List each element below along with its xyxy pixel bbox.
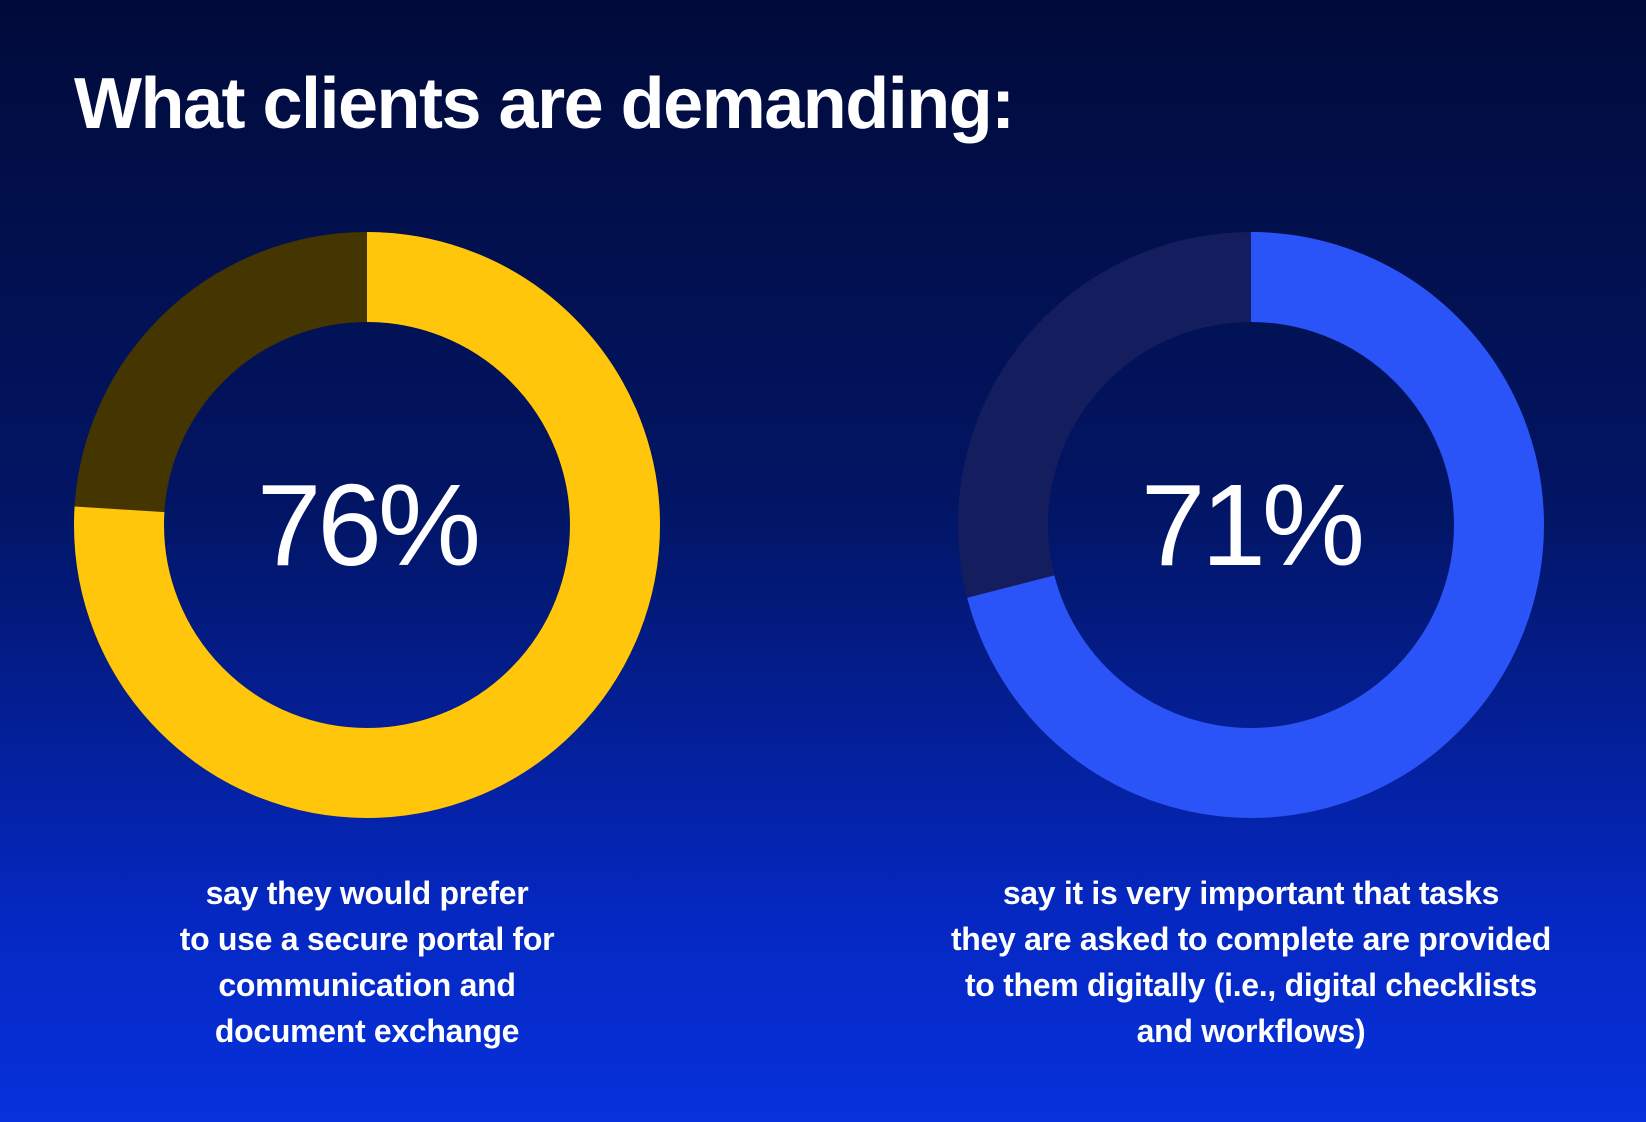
caption-line: to use a secure portal for — [179, 921, 555, 957]
caption-line: they are asked to complete are provided — [950, 921, 1552, 957]
donut-segment-portal — [74, 232, 660, 818]
caption-line: say they would prefer — [205, 875, 529, 911]
donut-chart-tasks-svg — [958, 232, 1544, 818]
caption-portal: say they would prefer to use a secure po… — [17, 870, 717, 1054]
caption-line: document exchange — [214, 1013, 520, 1049]
caption-line: to them digitally (i.e., digital checkli… — [964, 967, 1538, 1003]
donut-chart-portal-svg — [74, 232, 660, 818]
caption-tasks: say it is very important that tasks they… — [901, 870, 1601, 1054]
percent-value-portal: 76% — [256, 460, 481, 590]
caption-line: and workflows) — [1136, 1013, 1366, 1049]
donut-chart-tasks — [958, 232, 1544, 818]
stat-digital-tasks: 71% say it is very important that tasks … — [901, 232, 1601, 1072]
stat-portal-preference: 76% say they would prefer to use a secur… — [17, 232, 717, 1072]
caption-line: say it is very important that tasks — [1002, 875, 1500, 911]
caption-line: communication and — [218, 967, 516, 1003]
donut-segment-tasks — [958, 232, 1544, 818]
page-title: What clients are demanding: — [74, 64, 1015, 144]
donut-chart-portal — [74, 232, 660, 818]
percent-value-tasks: 71% — [1140, 460, 1365, 590]
